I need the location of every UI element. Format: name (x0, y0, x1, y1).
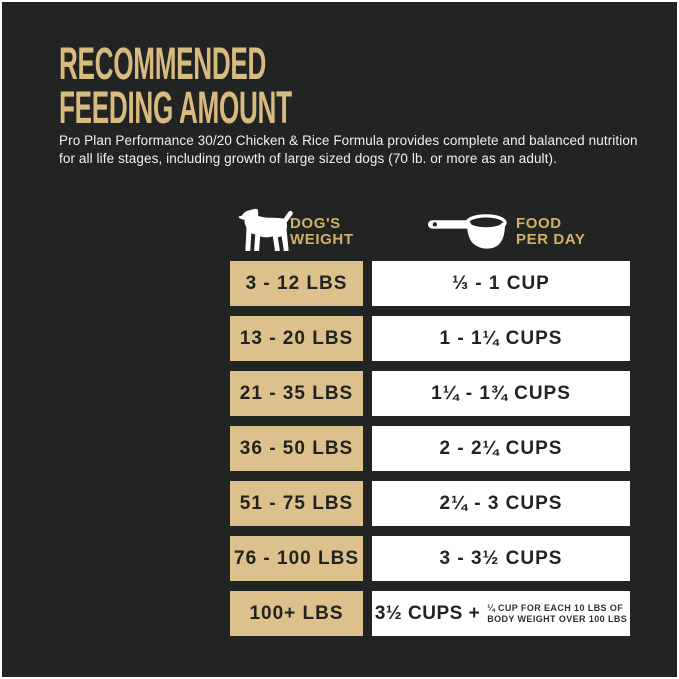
page-title-line2: FEEDING AMOUNT (59, 82, 292, 133)
column-header-dogs-weight: DOG'S WEIGHT (290, 216, 354, 248)
description-line2: for all life stages, including growth of… (59, 151, 557, 166)
food-cell: 1¼ - 1¾ CUPS (372, 371, 630, 416)
description: Pro Plan Performance 30/20 Chicken & Ric… (59, 132, 638, 168)
column-header-dogs-weight-line1: DOG'S (290, 215, 341, 232)
weight-cell: 3 - 12 LBS (230, 261, 363, 306)
food-cell: ⅓ - 1 CUP (372, 261, 630, 306)
table-row: 3 - 12 LBS ⅓ - 1 CUP (230, 261, 630, 306)
food-note-line2: BODY WEIGHT OVER 100 LBS (487, 613, 628, 624)
description-line1: Pro Plan Performance 30/20 Chicken & Ric… (59, 133, 638, 148)
food-cell: 1 - 1¼ CUPS (372, 316, 630, 361)
food-note: ¼ CUP FOR EACH 10 LBS OF BODY WEIGHT OVE… (487, 603, 627, 625)
weight-cell: 100+ LBS (230, 591, 363, 636)
column-header-food-per-day: FOOD PER DAY (516, 216, 586, 248)
food-amount: 3½ CUPS + (374, 602, 481, 624)
food-note-line1: ¼ CUP FOR EACH 10 LBS OF (487, 602, 624, 613)
feeding-table: 3 - 12 LBS ⅓ - 1 CUP 13 - 20 LBS 1 - 1¼ … (230, 261, 630, 636)
weight-cell: 21 - 35 LBS (230, 371, 363, 416)
food-cell: 3 - 3½ CUPS (372, 536, 630, 581)
column-header-dogs-weight-line2: WEIGHT (290, 231, 354, 248)
table-row: 36 - 50 LBS 2 - 2¼ CUPS (230, 426, 630, 471)
column-header-food-per-day-line2: PER DAY (516, 231, 586, 248)
page-title-line1: RECOMMENDED (59, 38, 267, 89)
weight-cell: 76 - 100 LBS (230, 536, 363, 581)
dog-icon (238, 208, 293, 252)
food-cell: 2 - 2¼ CUPS (372, 426, 630, 471)
table-row: 13 - 20 LBS 1 - 1¼ CUPS (230, 316, 630, 361)
column-header-food-per-day-line1: FOOD (516, 215, 562, 232)
food-cell: 2¼ - 3 CUPS (372, 481, 630, 526)
page-title: RECOMMENDED FEEDING AMOUNT (59, 38, 292, 133)
weight-cell: 36 - 50 LBS (230, 426, 363, 471)
weight-cell: 51 - 75 LBS (230, 481, 363, 526)
table-row: 76 - 100 LBS 3 - 3½ CUPS (230, 536, 630, 581)
measuring-cup-icon (428, 214, 507, 249)
food-cell: 3½ CUPS + ¼ CUP FOR EACH 10 LBS OF BODY … (372, 591, 630, 636)
table-row: 100+ LBS 3½ CUPS + ¼ CUP FOR EACH 10 LBS… (230, 591, 630, 636)
weight-cell: 13 - 20 LBS (230, 316, 363, 361)
table-row: 51 - 75 LBS 2¼ - 3 CUPS (230, 481, 630, 526)
table-row: 21 - 35 LBS 1¼ - 1¾ CUPS (230, 371, 630, 416)
